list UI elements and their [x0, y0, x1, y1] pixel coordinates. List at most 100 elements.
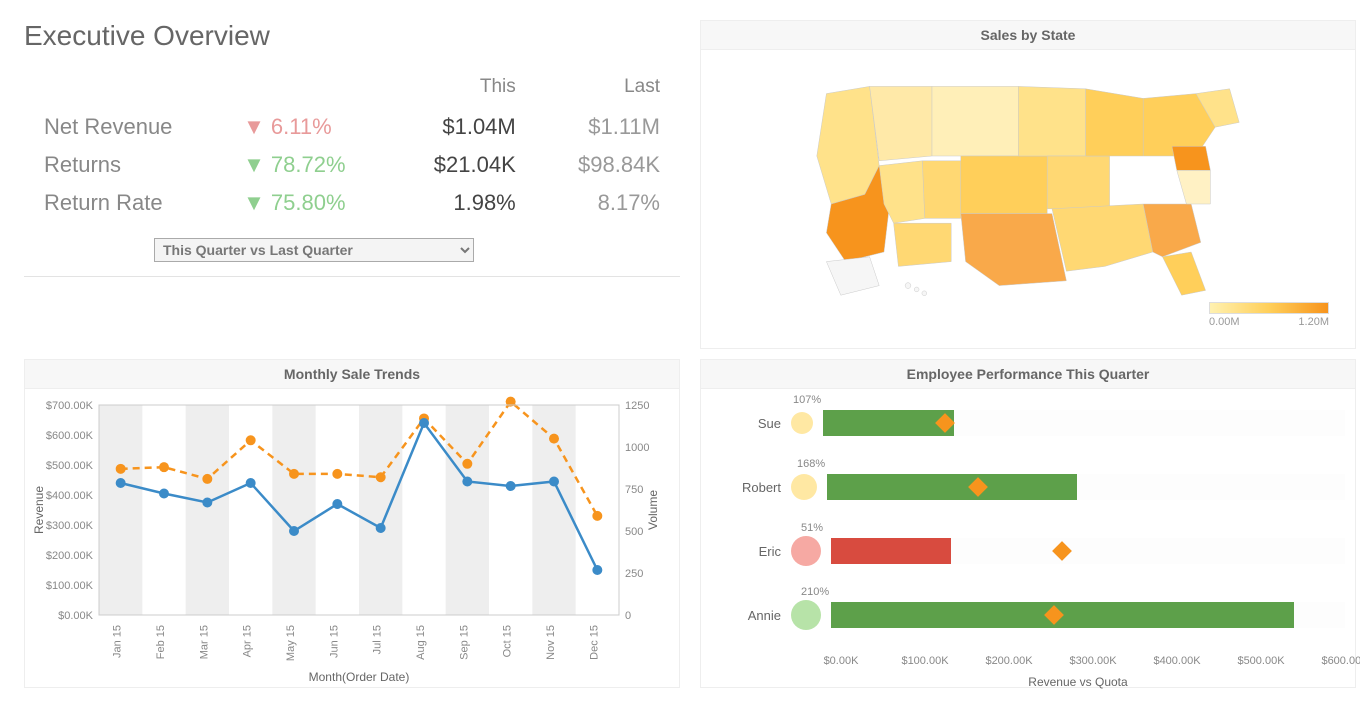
employee-name: Annie: [711, 608, 791, 623]
kpi-header-last: Last: [536, 70, 680, 108]
kpi-this: $1.04M: [392, 108, 536, 146]
kpi-panel: Executive Overview This Last Net Revenue…: [24, 20, 680, 349]
state-pa[interactable]: [1172, 146, 1210, 170]
sales-by-state-panel: Sales by State: [700, 20, 1356, 349]
period-selector[interactable]: This Quarter vs Last Quarter: [154, 238, 474, 262]
svg-text:$100.00K: $100.00K: [46, 580, 94, 592]
employee-name: Eric: [711, 544, 791, 559]
state-hi[interactable]: [905, 283, 911, 289]
employee-bubble: [791, 474, 817, 500]
us-map[interactable]: [715, 60, 1341, 300]
kpi-row: Returns▼78.72%$21.04K$98.84K: [24, 146, 680, 184]
kpi-label: Return Rate: [24, 184, 223, 222]
state-deep-south[interactable]: [1052, 204, 1153, 271]
map-title: Sales by State: [700, 20, 1356, 49]
svg-text:250: 250: [625, 568, 643, 580]
triangle-down-icon: ▼: [243, 114, 265, 140]
employee-bar-track[interactable]: 168%: [827, 474, 1345, 500]
svg-text:0: 0: [625, 610, 631, 622]
kpi-row: Net Revenue▼6.11%$1.04M$1.11M: [24, 108, 680, 146]
kpi-last: 8.17%: [536, 184, 680, 222]
kpi-row: Return Rate▼75.80%1.98%8.17%: [24, 184, 680, 222]
employee-pct: 210%: [801, 586, 829, 598]
svg-text:$200.00K: $200.00K: [46, 550, 94, 562]
employee-bar-track[interactable]: 107%: [823, 410, 1345, 436]
page-title: Executive Overview: [24, 20, 680, 52]
employee-row: Eric 51%: [711, 527, 1345, 575]
employee-row: Annie 210%: [711, 591, 1345, 639]
emp-tick: $300.00K: [1069, 655, 1116, 667]
svg-text:Apr 15: Apr 15: [242, 625, 254, 657]
emp-tick: $200.00K: [985, 655, 1032, 667]
svg-text:Revenue: Revenue: [32, 486, 46, 534]
kpi-change: ▼78.72%: [223, 146, 391, 184]
state-mo-il[interactable]: [1047, 156, 1109, 209]
emp-x-label: Revenue vs Quota: [811, 675, 1345, 689]
svg-text:$700.00K: $700.00K: [46, 400, 94, 412]
employee-name: Robert: [711, 480, 791, 495]
kpi-last: $1.11M: [536, 108, 680, 146]
emp-tick: $500.00K: [1237, 655, 1284, 667]
state-fl[interactable]: [1162, 252, 1205, 295]
employee-pct: 107%: [793, 394, 821, 406]
emp-tick: $100.00K: [901, 655, 948, 667]
svg-text:Jan 15: Jan 15: [112, 625, 124, 658]
svg-text:500: 500: [625, 526, 643, 538]
employee-name: Sue: [711, 416, 791, 431]
kpi-change: ▼6.11%: [223, 108, 391, 146]
svg-text:Volume: Volume: [646, 490, 660, 530]
employee-bar: [827, 474, 1077, 500]
svg-text:Oct 15: Oct 15: [502, 625, 514, 657]
state-az-nm[interactable]: [894, 223, 952, 266]
kpi-label: Returns: [24, 146, 223, 184]
kpi-last: $98.84K: [536, 146, 680, 184]
svg-text:Jun 15: Jun 15: [328, 625, 340, 658]
kpi-label: Net Revenue: [24, 108, 223, 146]
map-legend: 0.00M 1.20M: [1209, 302, 1329, 328]
triangle-down-icon: ▼: [243, 190, 265, 216]
employee-bubble: [791, 412, 813, 434]
emp-tick: $600.00K: [1321, 655, 1360, 667]
state-ne-ks[interactable]: [961, 156, 1047, 214]
state-ak[interactable]: [826, 257, 879, 295]
svg-text:Mar 15: Mar 15: [198, 625, 210, 659]
employee-pct: 168%: [797, 458, 825, 470]
svg-text:Feb 15: Feb 15: [155, 625, 167, 659]
svg-text:1250: 1250: [625, 400, 649, 412]
employee-bar: [831, 538, 951, 564]
monthly-trends-panel: Monthly Sale Trends $0.00K$100.00K$200.0…: [24, 359, 680, 688]
svg-text:$300.00K: $300.00K: [46, 520, 94, 532]
state-mi-oh[interactable]: [1086, 89, 1144, 156]
svg-text:750: 750: [625, 484, 643, 496]
trends-chart[interactable]: $0.00K$100.00K$200.00K$300.00K$400.00K$5…: [29, 395, 669, 685]
state-tx-ok[interactable]: [961, 214, 1067, 286]
employee-performance-panel: Employee Performance This Quarter Sue107…: [700, 359, 1356, 688]
employee-row: Robert 168%: [711, 463, 1345, 511]
svg-text:Sep 15: Sep 15: [458, 625, 470, 660]
svg-text:Aug 15: Aug 15: [415, 625, 427, 660]
svg-text:Month(Order Date): Month(Order Date): [309, 670, 410, 684]
svg-text:1000: 1000: [625, 442, 649, 454]
state-va-wv[interactable]: [1177, 170, 1211, 204]
emp-title: Employee Performance This Quarter: [700, 359, 1356, 388]
state-dakotas[interactable]: [932, 86, 1018, 156]
emp-tick: $400.00K: [1153, 655, 1200, 667]
employee-row: Sue 107%: [711, 399, 1345, 447]
svg-text:$400.00K: $400.00K: [46, 490, 94, 502]
kpi-table: This Last Net Revenue▼6.11%$1.04M$1.11MR…: [24, 70, 680, 222]
svg-text:Dec 15: Dec 15: [588, 625, 600, 660]
kpi-this: $21.04K: [392, 146, 536, 184]
state-id-mt[interactable]: [870, 86, 932, 160]
svg-text:$500.00K: $500.00K: [46, 460, 94, 472]
divider: [24, 276, 680, 277]
state-ut-co[interactable]: [922, 161, 960, 219]
employee-bar-track[interactable]: 210%: [831, 602, 1345, 628]
kpi-header-this: This: [392, 70, 536, 108]
employee-bar-track[interactable]: 51%: [831, 538, 1345, 564]
employee-pct: 51%: [801, 522, 823, 534]
quota-marker-icon: [1052, 541, 1072, 561]
svg-text:$600.00K: $600.00K: [46, 430, 94, 442]
kpi-this: 1.98%: [392, 184, 536, 222]
svg-text:May 15: May 15: [285, 625, 297, 661]
state-mn-wi[interactable]: [1018, 86, 1085, 156]
